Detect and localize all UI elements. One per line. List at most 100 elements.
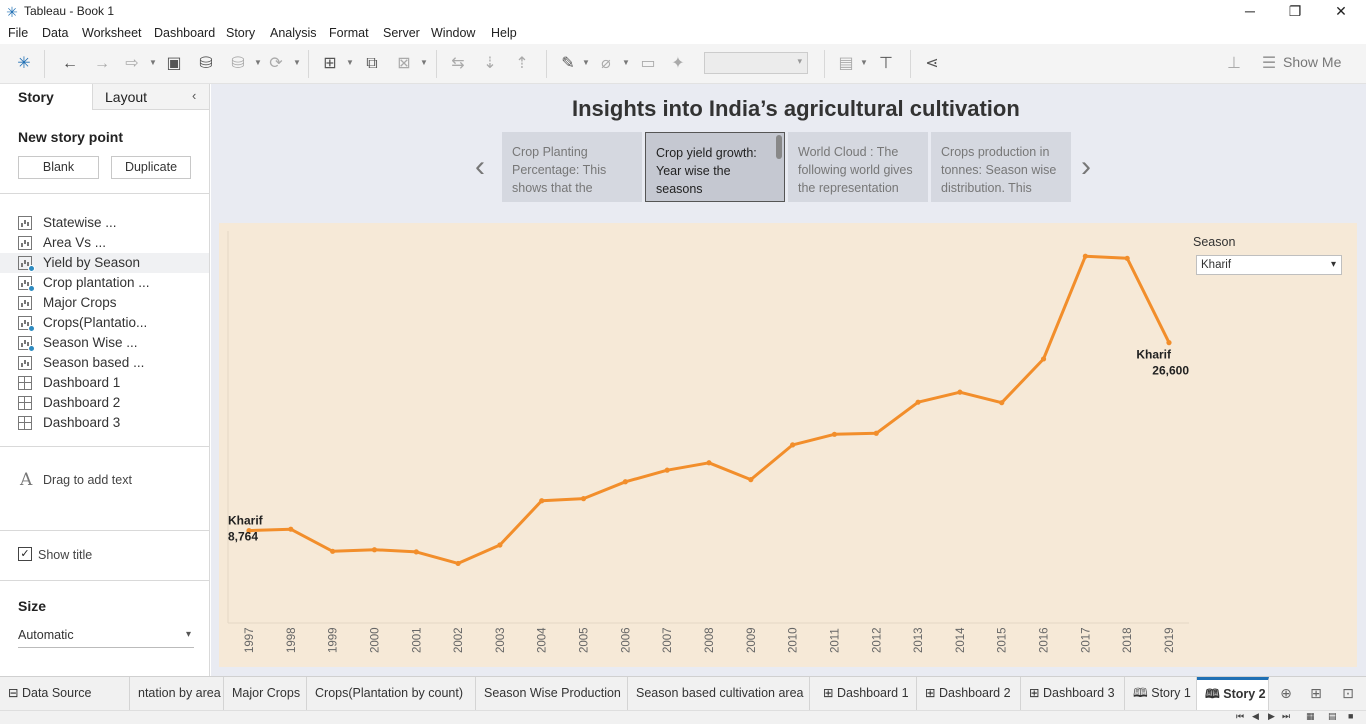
tab-layout[interactable]: Layout	[92, 84, 209, 110]
sheet-item[interactable]: Season based ...	[0, 353, 209, 373]
divider	[0, 580, 209, 581]
minimize-button[interactable]: ─	[1245, 3, 1255, 19]
sheet-item[interactable]: Yield by Season	[0, 253, 209, 273]
tab-sheet[interactable]: Season Wise Production	[476, 677, 628, 710]
sheet-item[interactable]: Major Crops	[0, 293, 209, 313]
new-story-icon[interactable]: ⊡	[1342, 685, 1354, 701]
sheet-item[interactable]: Dashboard 3	[0, 413, 209, 433]
sheet-item[interactable]: Dashboard 1	[0, 373, 209, 393]
story-point[interactable]: Crop Planting Percentage: This shows tha…	[502, 132, 642, 202]
caption-scrollbar[interactable]	[776, 135, 782, 159]
highlight-icon[interactable]: ✎	[561, 55, 575, 72]
last-sheet-icon[interactable]: ⏭	[1282, 711, 1291, 721]
tab-dashboard[interactable]: ⊞ Dashboard 3	[1021, 677, 1125, 710]
tab-dashboard[interactable]: ⊞ Dashboard 2	[917, 677, 1021, 710]
story-point[interactable]: Crops production in tonnes: Season wise …	[931, 132, 1071, 202]
menu-analysis[interactable]: Analysis	[270, 26, 317, 40]
refresh-icon[interactable]: ⟳	[269, 55, 283, 72]
blank-button[interactable]: Blank	[18, 156, 99, 179]
menu-window[interactable]: Window	[431, 26, 476, 40]
show-title-checkbox[interactable]: ✓	[18, 547, 32, 561]
chevron-down-icon[interactable]: ▼	[420, 58, 428, 67]
fit-icon[interactable]: ▤	[838, 55, 854, 72]
menu-dashboard[interactable]: Dashboard	[154, 26, 216, 40]
chevron-down-icon[interactable]: ▼	[293, 58, 301, 67]
redo-icon[interactable]: →	[94, 55, 110, 72]
menu-server[interactable]: Server	[383, 26, 420, 40]
drag-to-add-text[interactable]: Drag to add text	[43, 473, 132, 487]
show-mark-labels-icon[interactable]: ▭	[640, 55, 656, 72]
collapse-icon[interactable]: ‹	[192, 88, 197, 103]
tab-sheet[interactable]: Major Crops	[224, 677, 307, 710]
tab-sheet[interactable]: Season based cultivation area	[628, 677, 810, 710]
restore-button[interactable]: ❐	[1288, 3, 1302, 19]
chevron-down-icon[interactable]: ▼	[582, 58, 590, 67]
text-object-icon[interactable]: A	[20, 470, 33, 490]
clear-sheet-icon[interactable]: ⊠	[397, 55, 411, 72]
new-dashboard-icon[interactable]: ⊞	[1310, 685, 1322, 701]
tooltip-icon[interactable]: ⊥	[1227, 55, 1241, 72]
fit-dropdown[interactable]	[704, 52, 808, 74]
sheet-item[interactable]: Crop plantation ...	[0, 273, 209, 293]
swap-rows-columns-icon[interactable]: ⇆	[451, 55, 465, 72]
close-button[interactable]: ✕	[1335, 3, 1347, 19]
story-point[interactable]: World Cloud : The following world gives …	[788, 132, 928, 202]
tab-sheet[interactable]: Crops(Plantation by count)	[307, 677, 476, 710]
new-data-source-icon[interactable]: ⛁	[199, 55, 213, 72]
new-worksheet-icon[interactable]: ⊞	[323, 55, 337, 72]
previous-sheet-icon[interactable]: ◀	[1252, 711, 1259, 721]
sort-ascending-icon[interactable]: ⇣	[483, 55, 497, 72]
show-me-button[interactable]: Show Me	[1283, 54, 1342, 70]
story-point-active[interactable]: Crop yield growth: Year wise the seasons	[645, 132, 785, 202]
fix-axes-icon[interactable]: ✦	[671, 55, 685, 72]
tab-sheet[interactable]: ntation by area	[130, 677, 224, 710]
presentation-mode-icon[interactable]: ⊤	[879, 55, 893, 72]
menu-story[interactable]: Story	[226, 26, 256, 40]
share-icon[interactable]: ⋖	[925, 55, 939, 72]
sheet-item[interactable]: Dashboard 2	[0, 393, 209, 413]
replay-icon[interactable]: ⇨	[125, 55, 139, 72]
sheet-item[interactable]: Crops(Plantatio...	[0, 313, 209, 333]
x-tick-label: 1999	[328, 627, 340, 653]
show-tabs-icon[interactable]: ■	[1348, 711, 1354, 721]
tab-story-active[interactable]: 🕮 Story 2	[1197, 677, 1269, 710]
tableau-home-icon[interactable]: ✳	[17, 55, 31, 72]
next-sheet-icon[interactable]: ▶	[1268, 711, 1275, 721]
next-story-point-icon[interactable]: ›	[1081, 150, 1091, 183]
chevron-down-icon[interactable]: ▼	[346, 58, 354, 67]
x-tick-label: 2011	[829, 628, 841, 653]
chevron-down-icon[interactable]: ▼	[860, 58, 868, 67]
sheet-item[interactable]: Season Wise ...	[0, 333, 209, 353]
data-point	[1166, 340, 1172, 346]
sheet-item[interactable]: Statewise ...	[0, 213, 209, 233]
tab-data-source[interactable]: ⊟ Data Source	[0, 677, 130, 710]
sort-descending-icon[interactable]: ⇡	[515, 55, 529, 72]
show-filmstrip-icon[interactable]: ▦	[1306, 711, 1315, 721]
previous-story-point-icon[interactable]: ‹	[475, 150, 485, 183]
first-sheet-icon[interactable]: ⏮	[1236, 711, 1245, 721]
duplicate-sheet-icon[interactable]: ⧉	[366, 55, 378, 72]
menu-help[interactable]: Help	[491, 26, 517, 40]
duplicate-button[interactable]: Duplicate	[111, 156, 191, 179]
size-dropdown[interactable]: Automatic	[18, 628, 194, 648]
show-me-icon[interactable]: ☰	[1261, 55, 1277, 72]
save-icon[interactable]: ▣	[166, 55, 182, 72]
group-members-icon[interactable]: ⌀	[601, 55, 611, 72]
menu-data[interactable]: Data	[42, 26, 69, 40]
chevron-down-icon[interactable]: ▼	[149, 58, 157, 67]
season-filter-dropdown[interactable]: Kharif	[1196, 255, 1342, 275]
tab-story[interactable]: Story	[0, 84, 92, 110]
tab-story[interactable]: 🕮 Story 1	[1125, 677, 1197, 710]
tab-dashboard[interactable]: ⊞ Dashboard 1	[815, 677, 917, 710]
chevron-down-icon[interactable]: ▼	[622, 58, 630, 67]
chevron-down-icon[interactable]: ▼	[254, 58, 262, 67]
menu-format[interactable]: Format	[329, 26, 369, 40]
new-worksheet-icon[interactable]: ⊕	[1280, 685, 1292, 701]
data-point	[999, 400, 1005, 406]
show-sheet-sorter-icon[interactable]: ▤	[1328, 711, 1337, 721]
pause-updates-icon[interactable]: ⛁	[231, 55, 245, 72]
menu-file[interactable]: File	[8, 26, 29, 40]
menu-worksheet[interactable]: Worksheet	[82, 26, 142, 40]
undo-icon[interactable]: ←	[62, 55, 78, 72]
sheet-item[interactable]: Area Vs ...	[0, 233, 209, 253]
